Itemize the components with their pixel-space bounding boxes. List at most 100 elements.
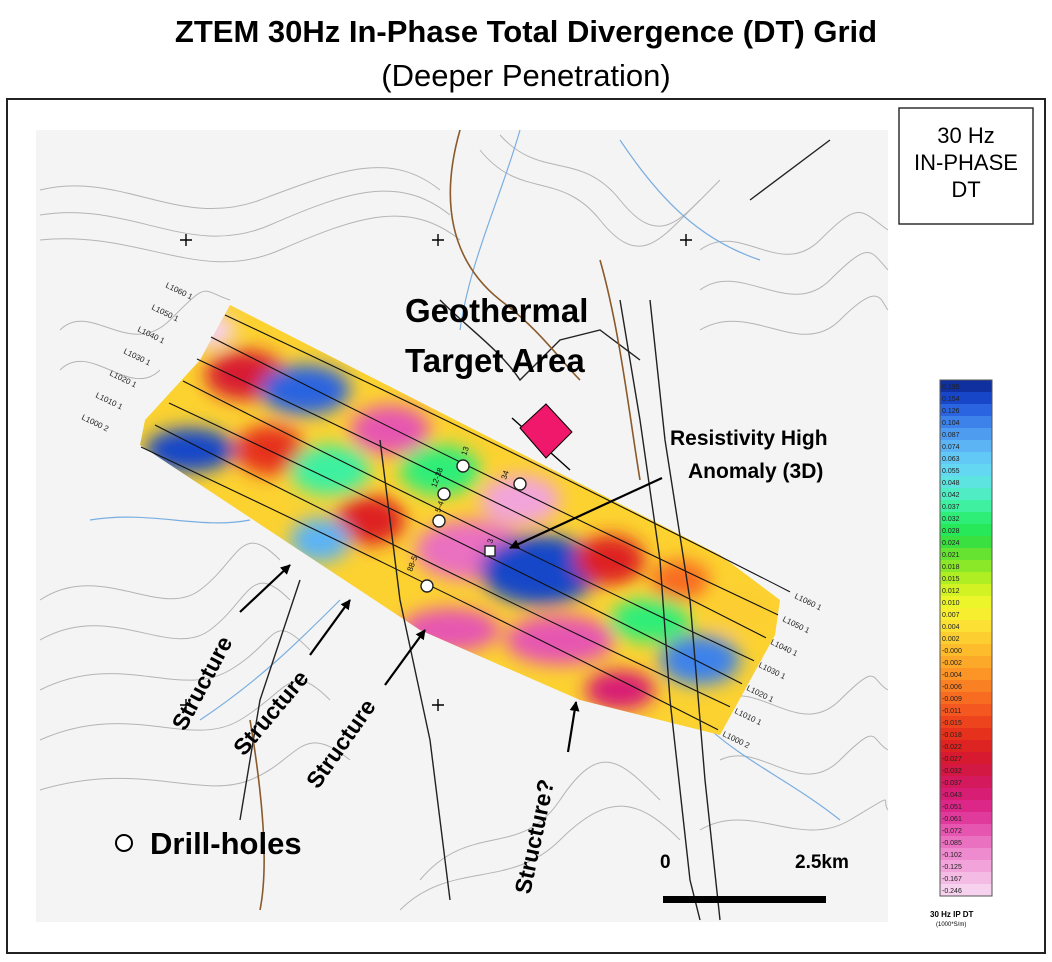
drillhole-marker	[432, 514, 446, 528]
colorbar-value: -0.002	[942, 660, 962, 667]
colorbar-swatch	[940, 860, 992, 872]
colorbar-value: -0.011	[942, 708, 961, 715]
colorbar-swatch	[940, 680, 992, 692]
flight-line	[224, 314, 791, 593]
colorbar-value: -0.072	[942, 828, 962, 835]
anomaly-arrow	[509, 477, 663, 549]
colorbar-value: 0.021	[942, 552, 960, 559]
target-label-1: Geothermal	[405, 292, 588, 329]
colorbar-swatch	[940, 536, 992, 548]
target-diamond-icon	[511, 403, 573, 471]
colorbar-swatch	[940, 440, 992, 452]
flight-line	[210, 336, 779, 616]
colorbar-swatch	[940, 620, 992, 632]
colorbar-swatch	[940, 692, 992, 704]
flight-line	[196, 358, 767, 639]
colorbar-value: 0.010	[942, 600, 960, 607]
drillhole-marker	[437, 487, 451, 501]
colorbar-swatch	[940, 584, 992, 596]
colorbar-swatch	[940, 404, 992, 416]
colorbar-swatch	[940, 812, 992, 824]
colorbar-value: -0.009	[942, 696, 962, 703]
svg-text:30 Hz: 30 Hz	[937, 123, 994, 148]
colorbar-swatch	[940, 716, 992, 728]
colorbar-swatch	[940, 872, 992, 884]
colorbar-value: 0.195	[942, 384, 960, 391]
colorbar-value: 0.042	[942, 492, 960, 499]
drillhole-marker	[513, 477, 527, 491]
colorbar-swatch	[940, 884, 992, 896]
roads	[239, 139, 831, 921]
colorbar-value: 0.048	[942, 480, 960, 487]
colorbar-value: -0.000	[942, 648, 962, 655]
colorbar-value: -0.037	[942, 780, 962, 787]
colorbar-value: 0.032	[942, 516, 960, 523]
colorbar-swatch	[940, 488, 992, 500]
colorbar-swatch	[940, 836, 992, 848]
colorbar-swatch	[940, 752, 992, 764]
scale-bar	[663, 896, 826, 903]
colorbar-value: -0.085	[942, 840, 962, 847]
colorbar-swatch	[940, 704, 992, 716]
colorbar-value: -0.125	[942, 864, 962, 871]
colorbar-value: -0.051	[942, 804, 962, 811]
colorbar: 0.195 0.154 0.126 0.104 0.087 0.074 0.063 0.055…	[939, 379, 993, 897]
svg-text:IN-PHASE: IN-PHASE	[914, 150, 1018, 175]
colorbar-value: -0.043	[942, 792, 962, 799]
colorbar-value: 0.007	[942, 612, 960, 619]
colorbar-value: 0.012	[942, 588, 960, 595]
colorbar-swatch	[940, 452, 992, 464]
colorbar-swatch	[940, 464, 992, 476]
colorbar-swatch	[940, 848, 992, 860]
colorbar-value: 0.002	[942, 636, 960, 643]
colorbar-value: 0.154	[942, 396, 960, 403]
anomaly-label-2: Anomaly (3D)	[688, 460, 823, 483]
drillhole-marker	[420, 579, 434, 593]
colorbar-value: -0.167	[942, 876, 962, 883]
drillhole-legend-label: Drill-holes	[150, 826, 302, 861]
colorbar-value: -0.032	[942, 768, 962, 775]
colorbar-value: -0.015	[942, 720, 962, 727]
colorbar-value: -0.061	[942, 816, 962, 823]
map-frame	[6, 98, 1046, 954]
colorbar-value: -0.027	[942, 756, 962, 763]
colorbar-value: 0.055	[942, 468, 960, 475]
colorbar-swatch	[940, 608, 992, 620]
colorbar-label: 30 Hz IP DT	[930, 910, 974, 919]
colorbar-swatch	[940, 476, 992, 488]
colorbar-swatch	[940, 776, 992, 788]
colorbar-swatch	[940, 560, 992, 572]
colorbar-swatch	[940, 764, 992, 776]
colorbar-swatch	[940, 656, 992, 668]
drillhole-square-marker	[484, 545, 496, 557]
colorbar-swatch	[940, 428, 992, 440]
colorbar-swatch	[940, 380, 992, 392]
colorbar-swatch	[940, 392, 992, 404]
flight-line	[154, 424, 731, 708]
colorbar-swatch	[940, 632, 992, 644]
colorbar-value: 0.024	[942, 540, 960, 547]
colorbar-value: -0.246	[942, 888, 962, 895]
colorbar-swatch	[940, 788, 992, 800]
colorbar-swatch	[940, 512, 992, 524]
colorbar-value: 0.018	[942, 564, 960, 571]
drillhole-label: 5-4	[433, 499, 446, 513]
colorbar-value: 0.074	[942, 444, 960, 451]
scale-start: 0	[660, 852, 671, 873]
colorbar-value: 0.037	[942, 504, 960, 511]
colorbar-value: 0.087	[942, 432, 960, 439]
grid-crosses	[180, 234, 692, 711]
anomaly-label-1: Resistivity High	[670, 427, 828, 450]
colorbar-swatch	[940, 668, 992, 680]
colorbar-units: (1000*S/m)	[936, 922, 966, 928]
scale-end: 2.5km	[795, 852, 849, 873]
map-title: ZTEM 30Hz In-Phase Total Divergence (DT)…	[174, 14, 878, 49]
colorbar-value: -0.006	[942, 684, 962, 691]
colorbar-swatch	[940, 740, 992, 752]
flight-line	[182, 380, 755, 662]
colorbar-swatch	[940, 644, 992, 656]
colorbar-value: -0.102	[942, 852, 962, 859]
colorbar-value: 0.126	[942, 408, 960, 415]
